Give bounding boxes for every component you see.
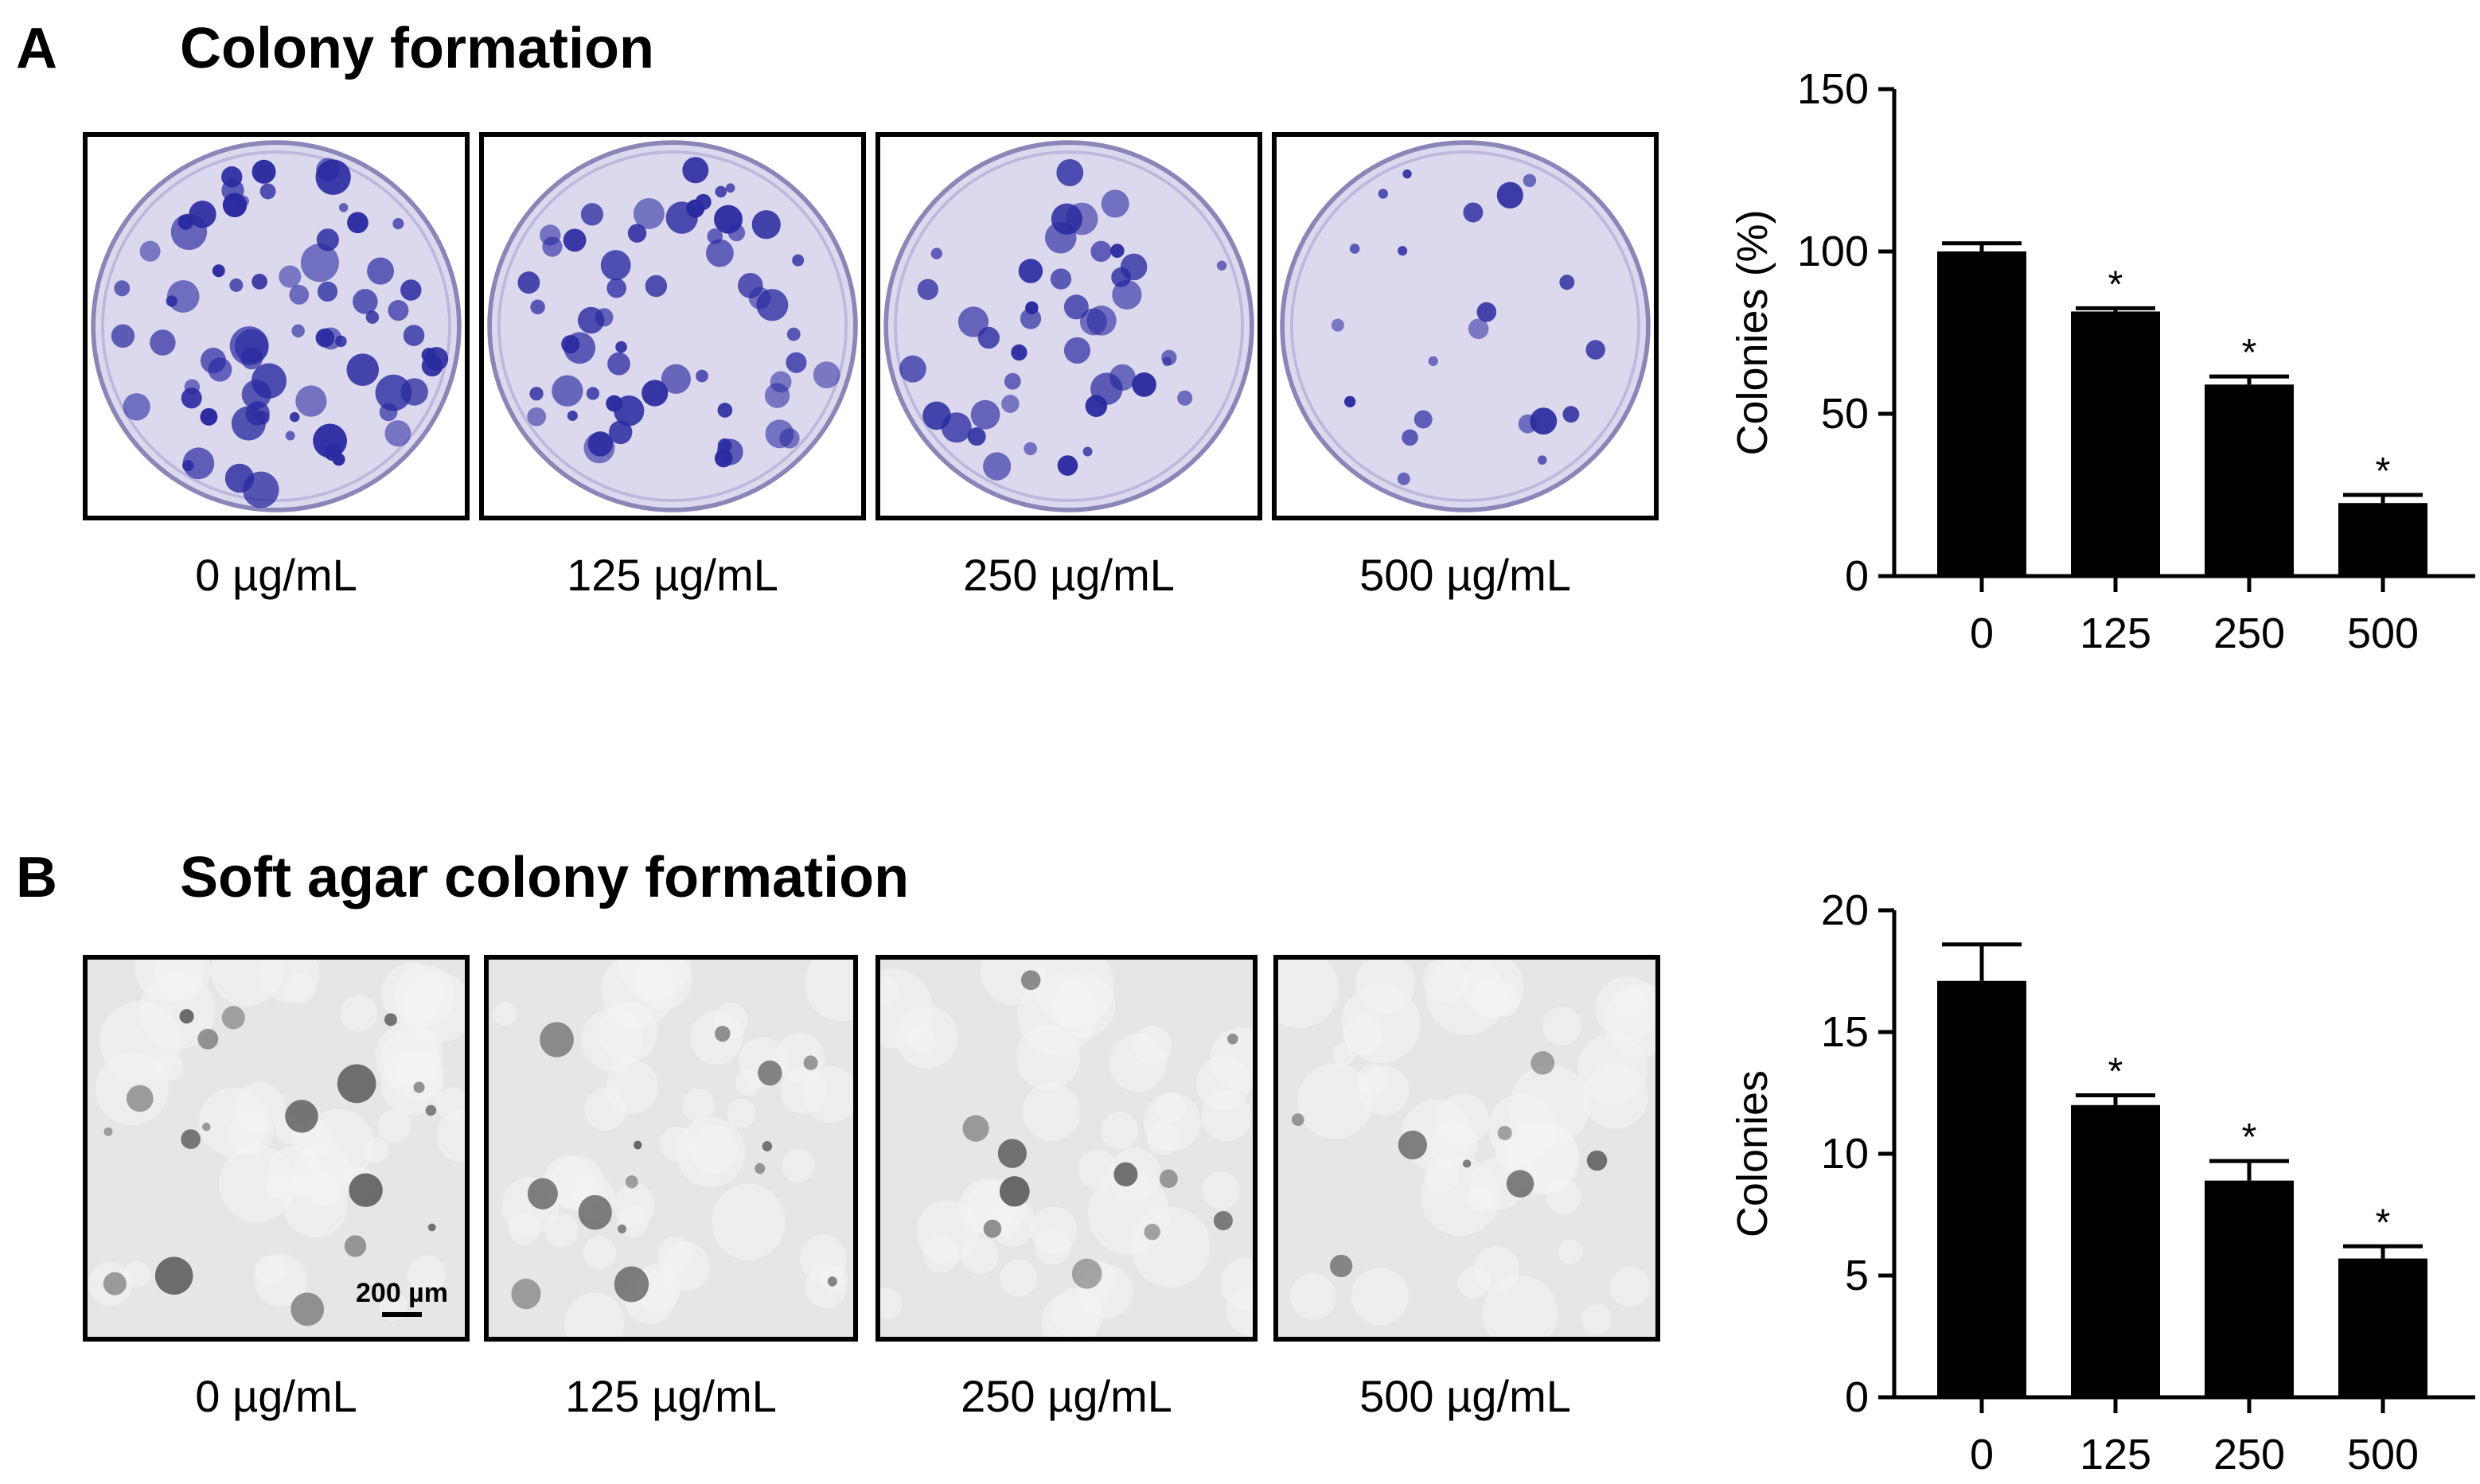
chart-a-significance-125: * [2108, 263, 2123, 306]
chart-b-x-tick-label: 250 [2213, 1431, 2285, 1478]
chart-b-svg: 0 5 10 15 20 Colonies 0 125 * 250 * 500 * [1729, 886, 2475, 1478]
chart-b-significance-250: * [2242, 1116, 2257, 1159]
caption-b-125: 125 µg/mL [565, 1371, 777, 1421]
dish-photo-250 [875, 132, 1262, 520]
chart-a-bar-125 [2071, 311, 2160, 576]
agar-photo-125 [484, 955, 858, 1342]
chart-a: 0 50 100 150 Colonies (%) 0 125 * 250 * 500 * [1671, 48, 2475, 688]
chart-a-y-tick-label: 0 [1845, 552, 1869, 600]
chart-a-bar-0 [1937, 251, 2026, 576]
chart-b-y-tick-label: 15 [1821, 1008, 1869, 1056]
chart-a-x-tick-label: 250 [2213, 610, 2285, 657]
chart-a-y-tick-label: 100 [1797, 228, 1869, 275]
chart-b-x-tick-label: 500 [2347, 1431, 2419, 1478]
scale-bar-line [382, 1312, 422, 1317]
chart-b: 0 5 10 15 20 Colonies 0 125 * 250 * 500 * [1671, 867, 2475, 1484]
chart-b-significance-125: * [2108, 1051, 2123, 1093]
scale-bar: 200 µm [350, 1278, 454, 1317]
chart-a-x-tick-label: 125 [2080, 610, 2151, 657]
caption-a-125: 125 µg/mL [567, 550, 778, 600]
dish-photo-0 [83, 132, 470, 520]
caption-a-250: 250 µg/mL [963, 550, 1175, 600]
scale-bar-label: 200 µm [356, 1278, 448, 1308]
chart-a-svg: 0 50 100 150 Colonies (%) 0 125 * 250 * 500 * [1729, 65, 2475, 657]
chart-a-significance-250: * [2242, 332, 2257, 374]
chart-a-x-tick-label: 0 [1970, 610, 1994, 657]
chart-a-y-axis-label: Colonies (%) [1729, 209, 1776, 455]
agar-photo-250 [875, 955, 1258, 1342]
chart-a-y-tick-label: 50 [1821, 390, 1869, 438]
agar-image-250 [880, 960, 1253, 1337]
chart-b-y-tick-label: 0 [1845, 1373, 1869, 1421]
agar-photo-500 [1273, 955, 1660, 1342]
caption-a-500: 500 µg/mL [1359, 550, 1571, 600]
dish-image-125 [484, 137, 861, 516]
dish-photo-125 [479, 132, 866, 520]
chart-a-significance-500: * [2376, 450, 2391, 493]
agar-photo-0: 200 µm [83, 955, 470, 1342]
dish-image-250 [880, 137, 1258, 516]
chart-b-x-tick-label: 0 [1970, 1431, 1994, 1478]
chart-b-significance-500: * [2376, 1202, 2391, 1244]
caption-b-500: 500 µg/mL [1359, 1371, 1571, 1421]
chart-a-bar-500 [2338, 503, 2427, 576]
panel-b-title: Soft agar colony formation [180, 846, 910, 909]
chart-a-bar-250 [2205, 384, 2294, 576]
chart-a-x-tick-label: 500 [2347, 610, 2419, 657]
chart-b-y-tick-label: 20 [1821, 886, 1869, 934]
chart-b-bar-125 [2071, 1104, 2160, 1397]
chart-b-y-tick-label: 10 [1821, 1130, 1869, 1178]
agar-image-125 [489, 960, 853, 1337]
dish-image-500 [1277, 137, 1654, 516]
caption-b-250: 250 µg/mL [961, 1371, 1172, 1421]
chart-b-bar-250 [2205, 1180, 2294, 1397]
dish-photo-500 [1272, 132, 1659, 520]
chart-b-bar-500 [2338, 1258, 2427, 1397]
panel-a-letter: A [16, 17, 57, 80]
dish-image-0 [88, 137, 465, 516]
chart-a-y-tick-label: 150 [1797, 65, 1869, 113]
chart-b-x-tick-label: 125 [2080, 1431, 2151, 1478]
panel-a-title: Colony formation [180, 17, 654, 80]
caption-a-0: 0 µg/mL [195, 550, 357, 600]
panel-b-letter: B [16, 846, 57, 909]
caption-b-0: 0 µg/mL [195, 1371, 357, 1421]
agar-image-500 [1278, 960, 1655, 1337]
chart-b-bar-0 [1937, 980, 2026, 1397]
chart-b-y-tick-label: 5 [1845, 1252, 1869, 1299]
chart-b-y-axis-label: Colonies [1729, 1070, 1776, 1237]
